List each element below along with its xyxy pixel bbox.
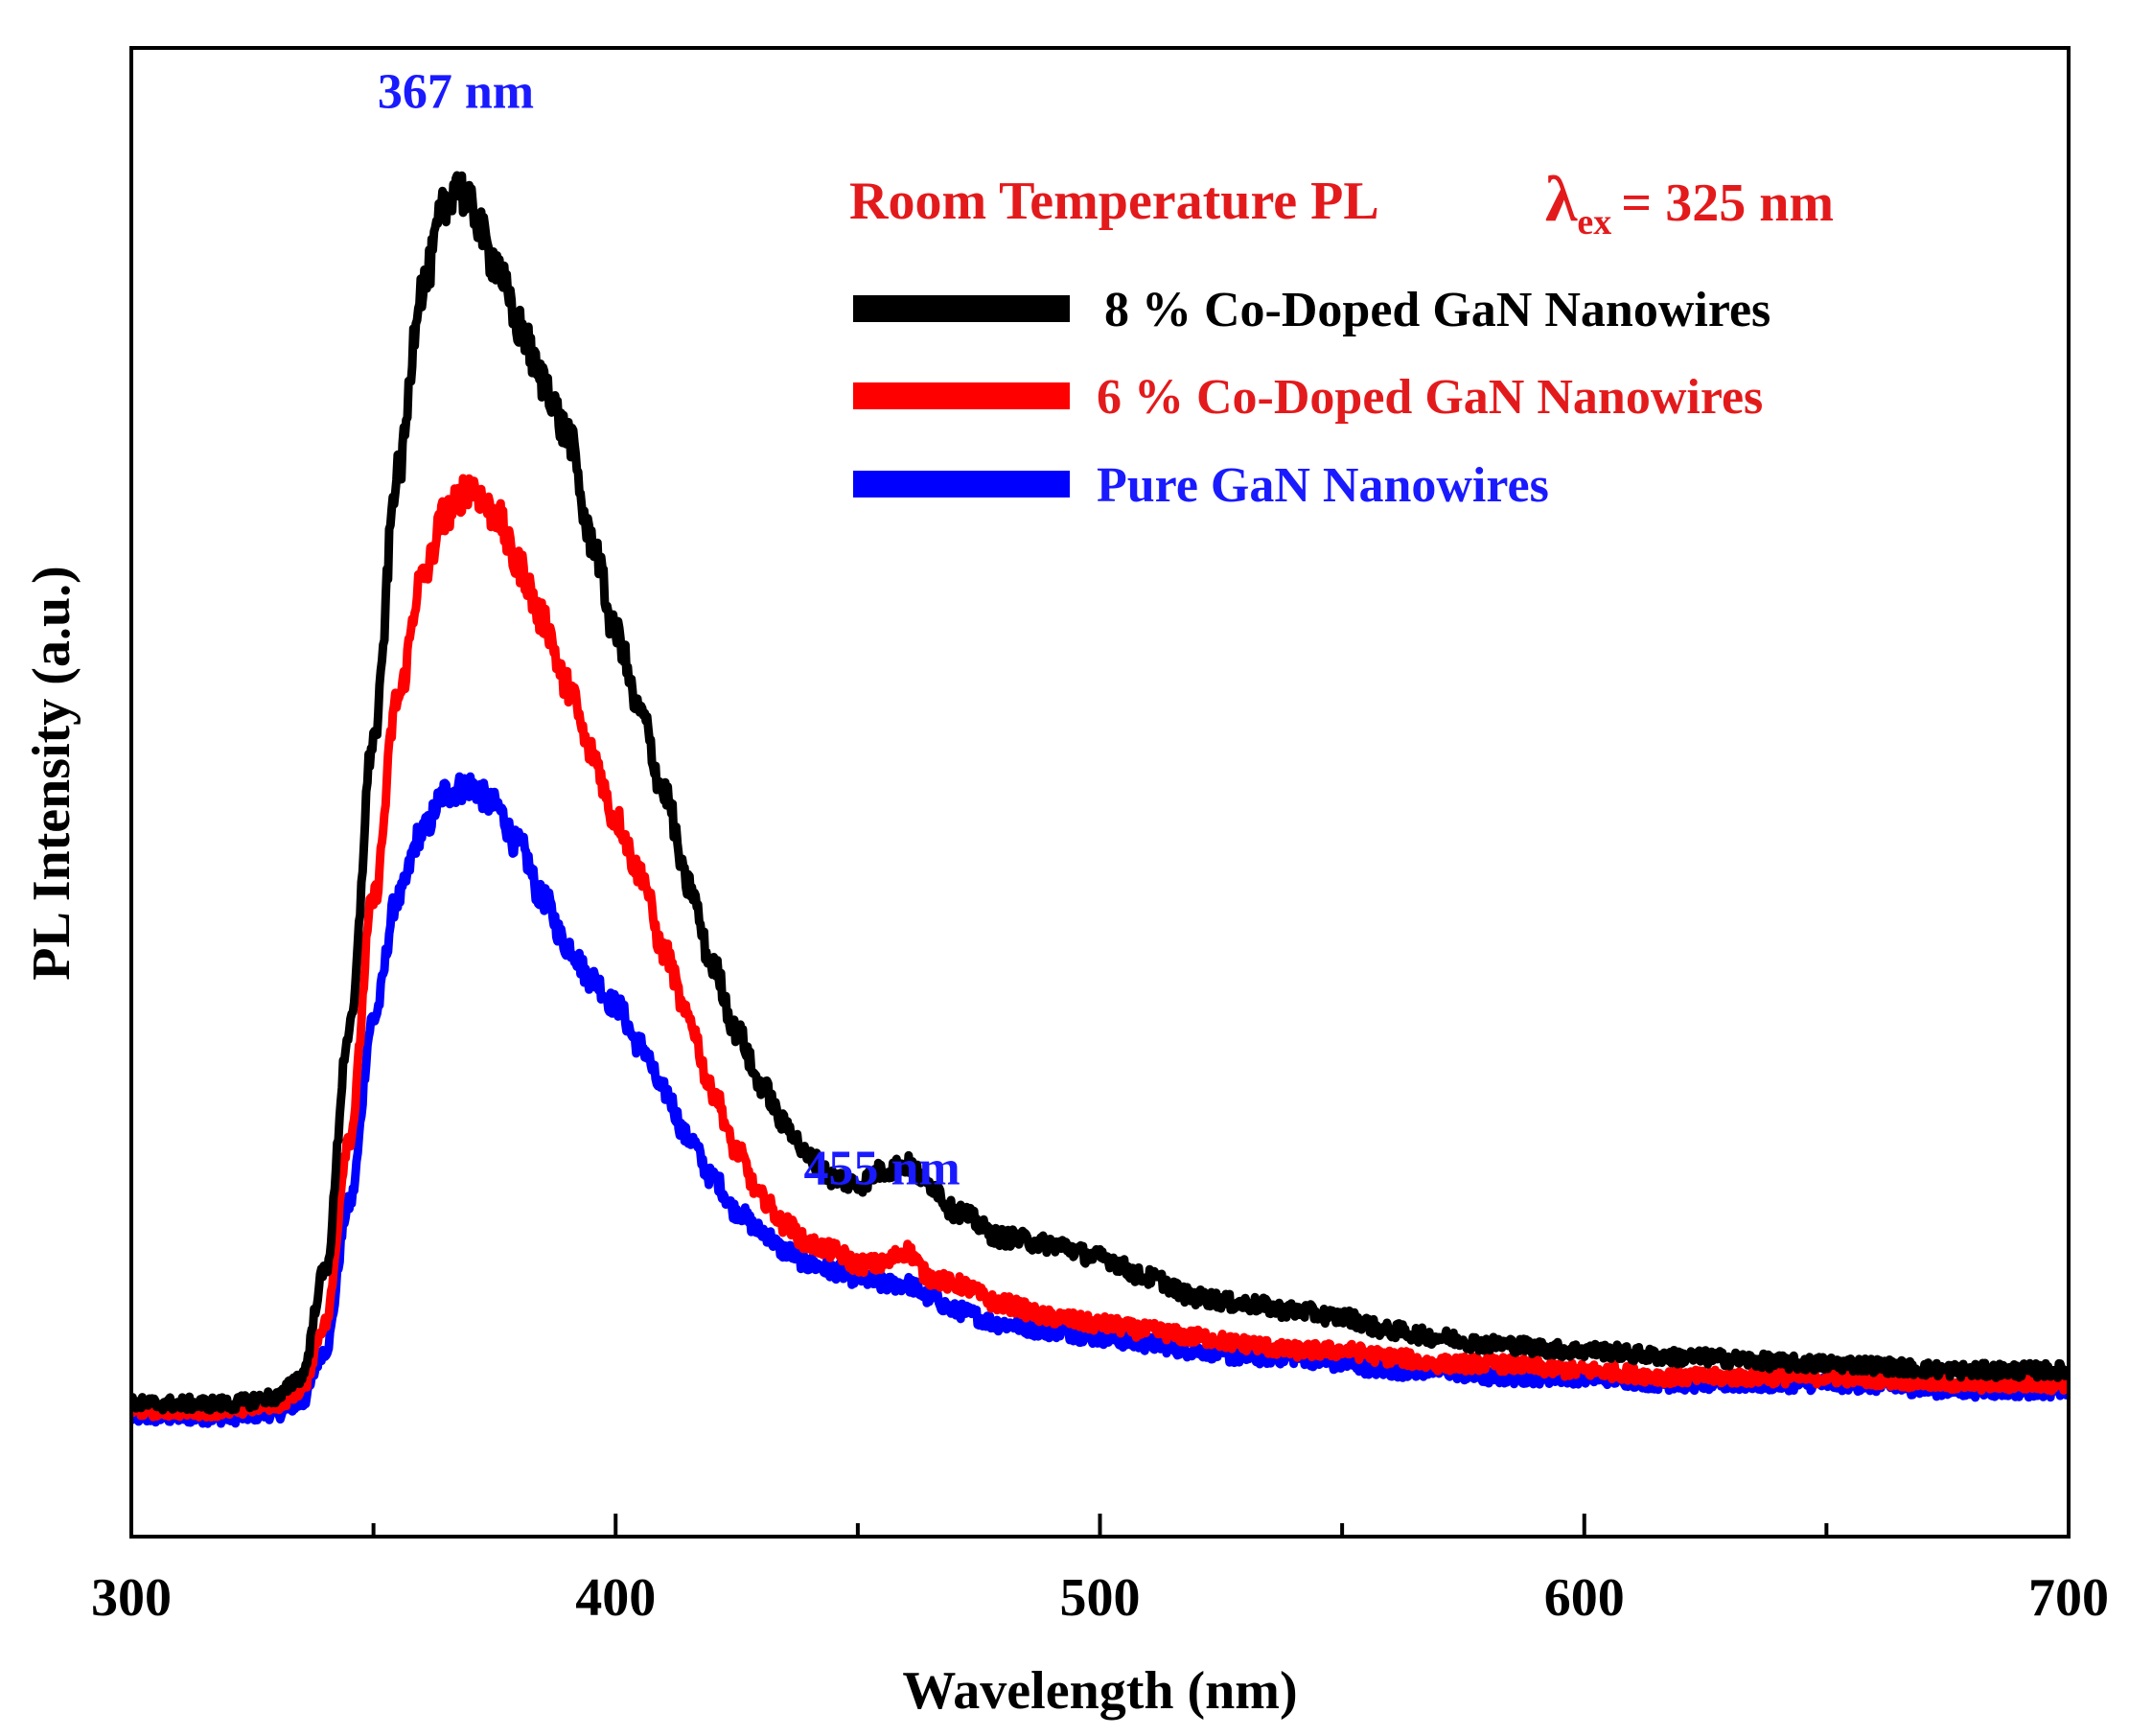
legend-swatch-1: [853, 295, 1070, 322]
excitation-wavelength: λex = 325 nm: [1545, 162, 1834, 243]
excitation-value: = 325 nm: [1621, 174, 1834, 233]
x-axis-label: Wavelength (nm): [902, 1661, 1297, 1721]
legend-entries: 8 % Co-Doped GaN Nanowires 6 % Co-Doped G…: [853, 283, 1770, 513]
y-axis-label: PL Intensity (a.u.): [22, 566, 81, 981]
legend-title-text: Room Temperature PL: [849, 172, 1379, 231]
series-layer: [131, 171, 2069, 1428]
legend-swatch-2: [853, 382, 1070, 409]
x-axis-ticks: [129, 1514, 2071, 1537]
x-tick-label-300: 300: [91, 1568, 172, 1628]
legend-label-2: 6 % Co-Doped GaN Nanowires: [1097, 370, 1763, 425]
legend-label-1: 8 % Co-Doped GaN Nanowires: [1104, 283, 1770, 337]
legend-swatch-3: [853, 471, 1070, 498]
peak-annotations: 367 nm 455 nm: [378, 64, 960, 1195]
x-tick-label-400: 400: [575, 1568, 656, 1628]
x-tick-label-600: 600: [1544, 1568, 1625, 1628]
series-line-8-co-doped-gan-nanowires: [131, 171, 2069, 1415]
x-tick-label-700: 700: [2028, 1568, 2109, 1628]
legend-label-3: Pure GaN Nanowires: [1097, 458, 1549, 513]
peak-annotation-367: 367 nm: [378, 64, 534, 119]
lambda-symbol: λ: [1545, 162, 1578, 235]
x-tick-label-500: 500: [1060, 1568, 1141, 1628]
lambda-subscript: ex: [1577, 202, 1611, 243]
peak-annotation-455: 455 nm: [804, 1142, 960, 1196]
series-line-6-co-doped-gan-nanowires: [131, 474, 2069, 1422]
plot-area: [131, 171, 2069, 1428]
legend-title: Room Temperature PL: [849, 172, 1379, 231]
legend: Room Temperature PL λex = 325 nm 8 % Co-D…: [849, 162, 1834, 513]
x-axis-tick-labels: 300 400 500 600 700: [91, 1568, 2109, 1628]
